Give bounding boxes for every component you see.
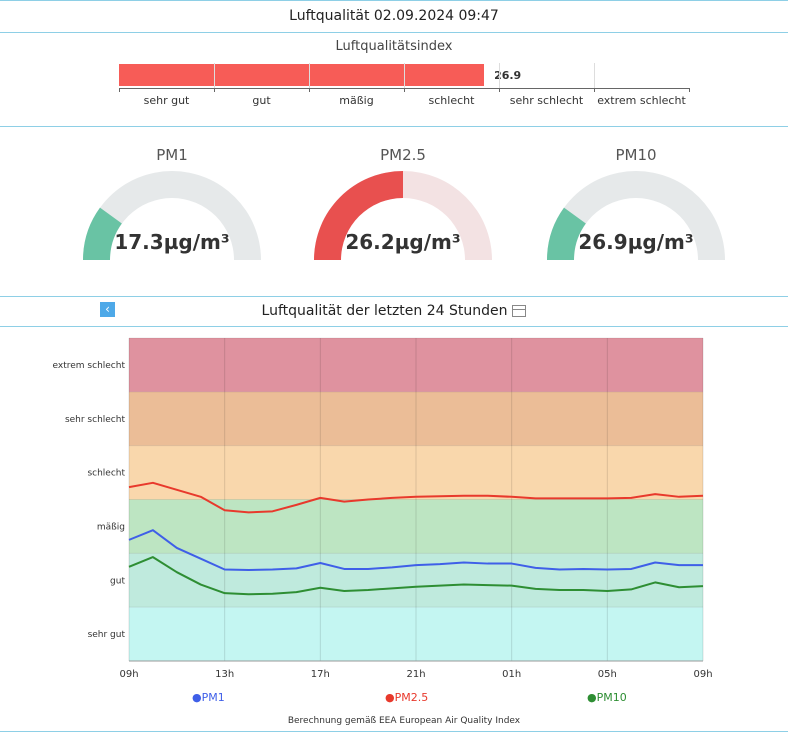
x-tick-label: 01h: [502, 669, 521, 680]
aqi-title: Luftqualitätsindex: [335, 39, 453, 54]
gauges-divider: [0, 296, 788, 297]
footnote: Berechnung gemäß EEA European Air Qualit…: [287, 716, 521, 726]
series-line-pm1: [128, 529, 703, 572]
gauge-name: PM2.5: [380, 146, 426, 164]
gauge-pm25: PM2.5 26.2µg/m³: [303, 140, 503, 270]
x-tick-label: 09h: [693, 669, 712, 680]
band-0: [129, 607, 703, 661]
gauge-name: PM10: [615, 146, 657, 164]
top-divider: [0, 0, 788, 1]
page-title: Luftqualität 02.09.2024 09:47: [289, 8, 499, 24]
aqi-value: 26.9: [494, 69, 522, 82]
aqi-bar: 26.9: [119, 63, 689, 88]
gauge-arc: [314, 171, 492, 260]
aqi-category-label: gut: [252, 94, 271, 107]
aqi-tick: [689, 88, 690, 92]
aqi-tick: [119, 88, 120, 92]
chevron-left-icon[interactable]: ‹: [100, 302, 115, 317]
band-3: [129, 445, 703, 500]
y-tick-label: extrem schlecht: [53, 361, 126, 371]
x-tick-label: 05h: [598, 669, 617, 680]
aqi-tick: [594, 88, 595, 92]
band-5: [129, 338, 703, 392]
aqi-separator: [404, 63, 405, 88]
aqi-category-label: schlecht: [428, 94, 475, 107]
aqi-category-label: mäßig: [339, 94, 374, 107]
aqi-divider: [0, 126, 788, 127]
legend-pm10-label: PM10: [596, 691, 627, 704]
y-tick-label: sehr gut: [88, 630, 126, 640]
gauge-fill: [547, 207, 586, 260]
gauge-track: [83, 171, 261, 260]
aqi-bar-fill: [119, 64, 485, 86]
aqi-tick: [309, 88, 310, 92]
gauge-value: 17.3µg/m³: [114, 230, 230, 254]
x-tick-label: 09h: [119, 669, 138, 680]
chart-header-divider: [0, 326, 788, 327]
x-tick-label: 21h: [406, 669, 425, 680]
series-line-pm25: [128, 481, 704, 514]
aqi-tick: [404, 88, 405, 92]
aqi-separator: [214, 63, 215, 88]
x-tick-label: 17h: [311, 669, 330, 680]
gauge-pm10: PM10 26.9µg/m³: [536, 140, 736, 270]
bottom-divider: [0, 731, 788, 732]
table-icon[interactable]: [512, 305, 527, 317]
aqi-category-label: extrem schlecht: [597, 94, 686, 107]
legend-pm25-label: PM2.5: [394, 691, 429, 704]
legend-pm25[interactable]: ●PM2.5: [385, 691, 428, 704]
series-line-pm10: [128, 556, 704, 596]
aqi-category-label: sehr gut: [143, 94, 190, 107]
aqi-separator: [594, 63, 595, 88]
x-tick-label: 13h: [215, 669, 234, 680]
gauge-value: 26.9µg/m³: [578, 230, 694, 254]
aqi-separator: [499, 63, 500, 88]
gauge-fill: [314, 171, 403, 260]
header-divider: [0, 32, 788, 33]
legend-pm1[interactable]: ●PM1: [192, 691, 225, 704]
legend-pm1-label: PM1: [201, 691, 225, 704]
aqi-tick: [499, 88, 500, 92]
y-tick-label: schlecht: [87, 469, 125, 479]
band-4: [129, 391, 703, 446]
gauge-name: PM1: [156, 146, 188, 164]
legend-pm10-marker: ●: [587, 691, 597, 704]
band-1: [129, 553, 703, 608]
y-tick-label: sehr schlecht: [65, 415, 126, 425]
aqi-category-label: sehr schlecht: [509, 94, 584, 107]
gauge-pm1: PM1 17.3µg/m³: [72, 140, 272, 270]
chart-title-row: Luftqualität der letzten 24 Stunden: [0, 303, 788, 319]
y-tick-label: gut: [110, 576, 125, 586]
aqi-separator: [309, 63, 310, 88]
gauge-track: [547, 171, 725, 260]
gauge-fill: [83, 207, 122, 260]
y-tick-label: mäßig: [97, 522, 125, 532]
gauge-arc: [547, 171, 725, 260]
gauge-arc: [83, 171, 261, 260]
chart-title: Luftqualität der letzten 24 Stunden: [261, 303, 508, 319]
legend-pm25-marker: ●: [385, 691, 395, 704]
gauge-value: 26.2µg/m³: [345, 230, 461, 254]
legend-pm1-marker: ●: [192, 691, 202, 704]
aqi-tick: [214, 88, 215, 92]
legend-pm10[interactable]: ●PM10: [587, 691, 627, 704]
air-quality-chart: sehr gut gut mäßig schlecht sehr schlecht ext…: [53, 337, 713, 680]
band-2: [129, 499, 703, 554]
